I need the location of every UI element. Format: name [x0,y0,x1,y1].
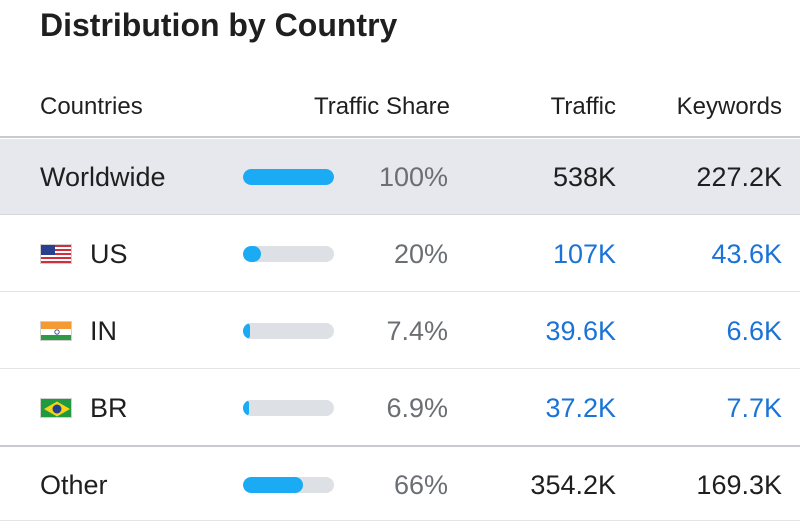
keywords-link[interactable]: 6.6K [726,316,782,346]
traffic-value: 538K [552,162,616,192]
traffic-share-bar-fill [243,246,262,262]
table-header: Countries Traffic Share Traffic Keywords [0,80,800,138]
keywords-link[interactable]: 43.6K [711,239,782,269]
keywords-link[interactable]: 7.7K [726,393,782,423]
table-row-worldwide: Worldwide 100% 538K 227.2K [0,139,800,215]
traffic-share-percent: 66% [393,470,448,500]
table-row-us: US 20% 107K 43.6K [0,216,800,292]
header-traffic[interactable]: Traffic [550,93,616,120]
country-name: IN [90,316,117,346]
traffic-share-bar-fill [243,169,334,185]
widget-title: Distribution by Country [40,7,398,43]
in-flag-icon [40,321,72,341]
country-name: US [90,239,128,269]
country-name: Other [40,470,108,500]
header-keywords[interactable]: Keywords [676,93,782,120]
us-flag-icon [40,244,72,264]
traffic-share-bar-fill [243,477,304,493]
country-name: BR [90,393,128,423]
keywords-value: 169.3K [696,470,782,500]
keywords-value: 227.2K [696,162,782,192]
traffic-share-bar [243,400,334,416]
traffic-share-bar-fill [243,400,250,416]
traffic-share-percent: 20% [393,239,448,269]
traffic-share-bar [243,323,334,339]
traffic-share-bar [243,169,334,185]
table-row-other: Other 66% 354.2K 169.3K [0,445,800,521]
traffic-link[interactable]: 37.2K [545,393,616,423]
traffic-share-percent: 100% [378,162,448,192]
br-flag-icon [40,398,72,418]
traffic-share-bar [243,477,334,493]
traffic-link[interactable]: 39.6K [545,316,616,346]
traffic-link[interactable]: 107K [552,239,616,269]
header-traffic-share: Traffic Share [313,93,450,120]
traffic-share-bar [243,246,334,262]
traffic-share-percent: 6.9% [386,393,448,423]
header-countries: Countries [40,93,143,120]
traffic-share-bar-fill [243,323,250,339]
country-name: Worldwide [40,162,166,192]
traffic-value: 354.2K [530,470,616,500]
table-row-in: IN 7.4% 39.6K 6.6K [0,293,800,369]
table-row-br: BR 6.9% 37.2K 7.7K [0,370,800,446]
traffic-share-percent: 7.4% [386,316,448,346]
